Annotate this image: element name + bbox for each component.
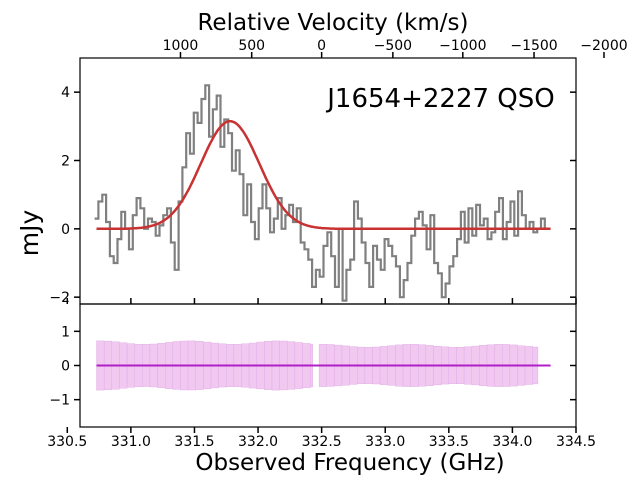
y-tick-label: 4	[61, 85, 70, 101]
residual-y-tick-label: 0	[61, 359, 70, 375]
y-axis-label: mJy	[15, 210, 44, 257]
x-tick-label: 333.5	[429, 434, 469, 450]
gaussian-fit-line	[96, 119, 551, 231]
tick-layer: 330.5 331.0 331.5 332.0 332.5 333.0 333.5 334.0…	[47, 38, 627, 450]
top-axis-title: Relative Velocity (km/s)	[197, 10, 468, 36]
spectrum-layer	[94, 84, 549, 302]
spectrum-line	[94, 84, 549, 302]
velocity-tick-label: −1500	[510, 38, 557, 54]
velocity-tick-label: −2000	[580, 38, 627, 54]
x-axis-label: Observed Frequency (GHz)	[195, 450, 504, 476]
x-tick-label: 332.5	[302, 434, 342, 450]
velocity-tick-label: −500	[374, 38, 412, 54]
x-tick-label: 334.5	[556, 434, 596, 450]
y-tick-label: 0	[61, 222, 70, 238]
velocity-tick-label: 500	[238, 38, 265, 54]
velocity-tick-label: −1000	[439, 38, 486, 54]
x-tick-label: 333.0	[365, 434, 405, 450]
residual-y-tick-label: 1	[61, 324, 70, 340]
y-tick-label: −2	[49, 290, 70, 306]
residual-y-tick-label: −1	[49, 393, 70, 409]
velocity-tick-label: 0	[317, 38, 326, 54]
x-tick-label: 334.0	[492, 434, 532, 450]
x-tick-label: 331.0	[111, 434, 151, 450]
x-tick-label: 331.5	[174, 434, 214, 450]
x-tick-label: 330.5	[47, 434, 87, 450]
source-name-annotation: J1654+2227 QSO	[325, 84, 555, 114]
y-tick-label: 2	[61, 154, 70, 170]
x-tick-label: 332.0	[238, 434, 278, 450]
fit-layer	[96, 119, 551, 231]
velocity-tick-label: 1000	[163, 38, 199, 54]
